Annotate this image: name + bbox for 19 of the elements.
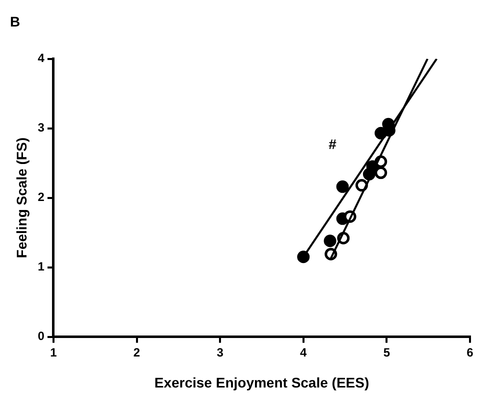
x-tick-label: 5	[383, 345, 390, 360]
annotation: #	[328, 136, 337, 152]
y-tick-label: 0	[38, 329, 45, 344]
point	[336, 180, 349, 193]
x-tick-label: 3	[216, 345, 224, 360]
y-tick-label: 3	[38, 120, 45, 135]
y-tick-label: 1	[38, 260, 45, 274]
x-tick-label: 1	[50, 345, 58, 360]
point	[374, 166, 388, 180]
y-tick-label: 2	[38, 190, 45, 204]
x-tick-label: 2	[133, 345, 140, 360]
y-tick-label: 4	[38, 51, 45, 66]
x-tick-label: 6	[466, 345, 474, 360]
x-axis-title: Exercise Enjoyment Scale (EES)	[154, 374, 370, 390]
x-tick-label: 4	[300, 345, 308, 360]
chart-title: B	[10, 13, 20, 30]
y-axis-title: Feeling Scale (FS)	[13, 138, 30, 258]
point	[324, 234, 336, 248]
point	[297, 250, 310, 264]
